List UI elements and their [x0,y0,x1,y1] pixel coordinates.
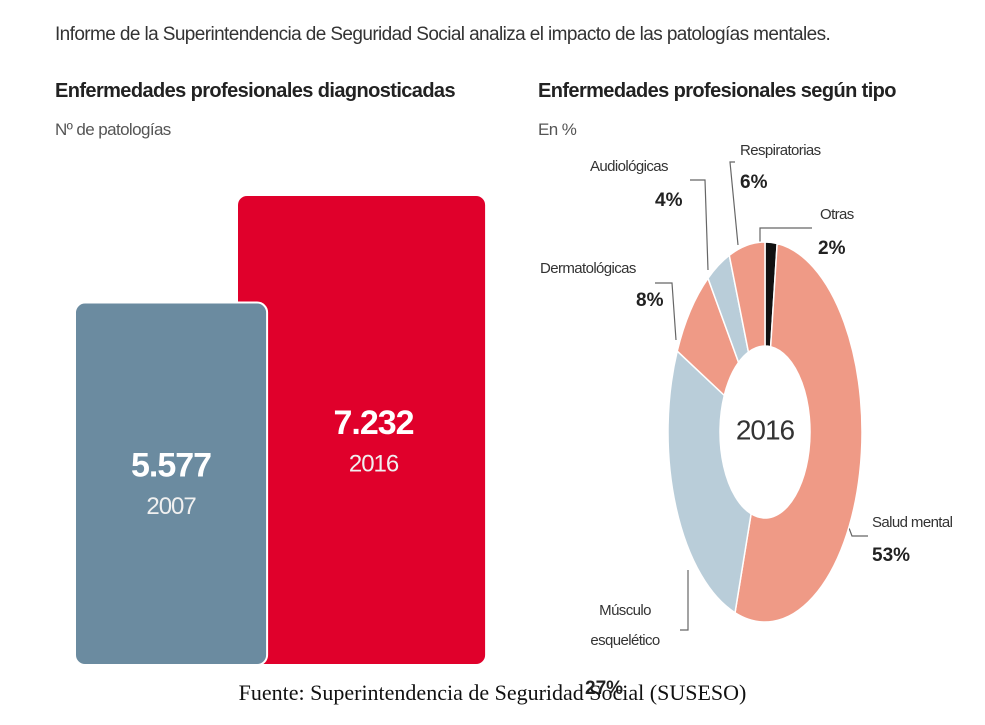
slice-label: Audiológicas [590,158,668,175]
donut-slice [734,242,863,623]
slice-label: Dermatológicas [540,260,636,277]
chart-subtitle: En % [538,120,577,139]
slice-value-label: 6% [740,172,768,193]
leader-line [690,179,709,271]
bar-category-label: 2007 [146,493,196,520]
slice-label: Músculo esquelético [590,602,660,649]
donut-slice [667,349,752,614]
bar-value-label: 7.232 [334,404,414,442]
bar-value-label: 5.577 [131,447,211,485]
leader-line [655,282,677,341]
source-note: Fuente: Superintendencia de Seguridad So… [238,680,747,705]
leader-lines [655,161,868,631]
leader-line [759,227,812,242]
slice-value-label: 2% [818,238,846,259]
bar [74,301,269,666]
donut-slice [728,241,766,354]
bar-category-label: 2016 [349,450,399,477]
slice-label: Salud mental [872,514,953,531]
slice-label: Otras [820,206,854,223]
chart-title: Enfermedades profesionales diagnosticada… [55,80,456,102]
leader-line [680,570,689,631]
slice-value-label: 4% [655,190,683,211]
slice-label: Respiratorias [740,142,821,159]
leader-line [729,161,739,246]
slice-value-label: 27% [585,678,624,699]
slice-value-label: 53% [872,545,911,566]
donut-center-label: 2016 [736,414,795,445]
slice-value-label: 8% [636,290,664,311]
chart-title: Enfermedades profesionales según tipo [538,80,896,102]
chart-subtitle: Nº de patologías [55,120,171,139]
header-title: Informe de la Superintendencia de Seguri… [55,24,831,45]
